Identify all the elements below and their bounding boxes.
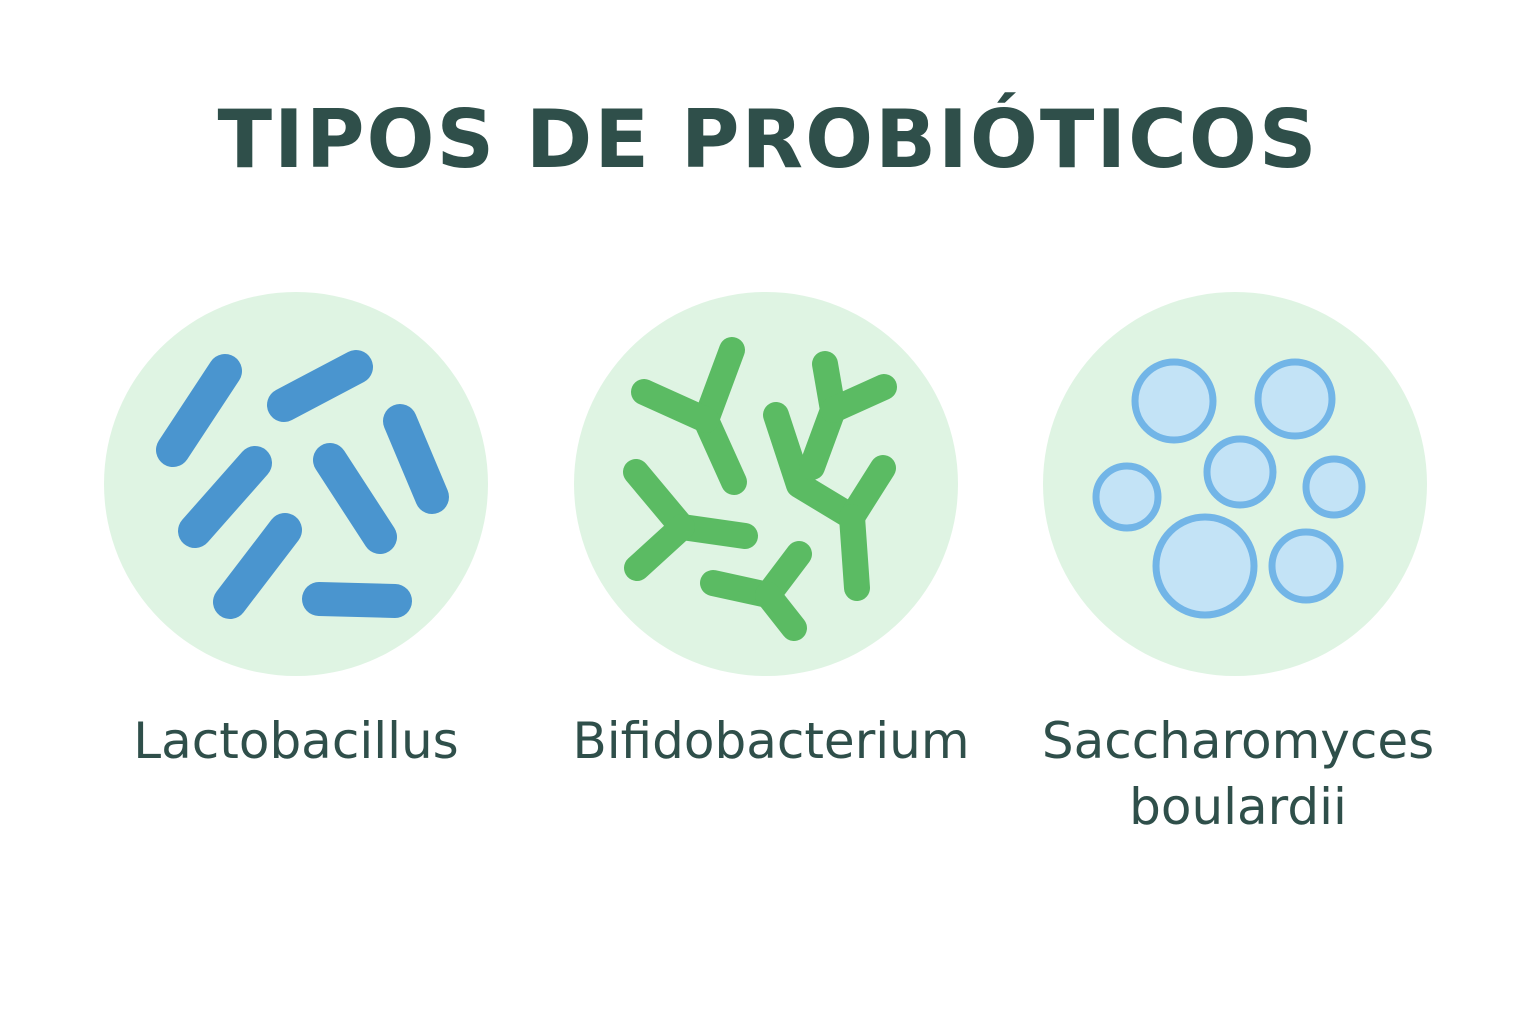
branched-bacterium [799,351,897,480]
rod-bacterium [302,582,412,618]
rod-bacterium [156,354,242,467]
yeast-cell [1302,455,1366,519]
rod-bacterium [213,513,302,619]
yeast-cell [1268,528,1344,604]
branched-bacterium [631,337,747,495]
page-title: TIPOS DE PROBIÓTICOS [217,93,1319,186]
branched-bacterium [700,541,812,641]
rod-bacterium [178,446,272,548]
yeast-cell [1152,513,1258,619]
rod-bacterium [267,350,373,422]
branched-bacteria-icon [574,292,958,676]
yeast-cell [1131,358,1217,444]
yeast-cell [1092,462,1162,532]
rod-bacterium [313,443,397,554]
branched-bacterium [763,402,896,601]
saccharomyces-panel [1043,292,1427,676]
yeast-cell [1254,358,1336,440]
yeast-cells-icon [1043,292,1427,676]
rod-bacteria-icon [104,292,488,676]
branched-bacterium [623,459,758,581]
lactobacillus-label: Lactobacillus [133,712,459,770]
yeast-cell [1203,435,1277,509]
rod-bacterium [383,404,449,514]
bifidobacterium-label: Bifidobacterium [572,712,970,770]
bifidobacterium-panel [574,292,958,676]
saccharomyces-label: Saccharomyces boulardii [1041,712,1435,836]
lactobacillus-panel [104,292,488,676]
